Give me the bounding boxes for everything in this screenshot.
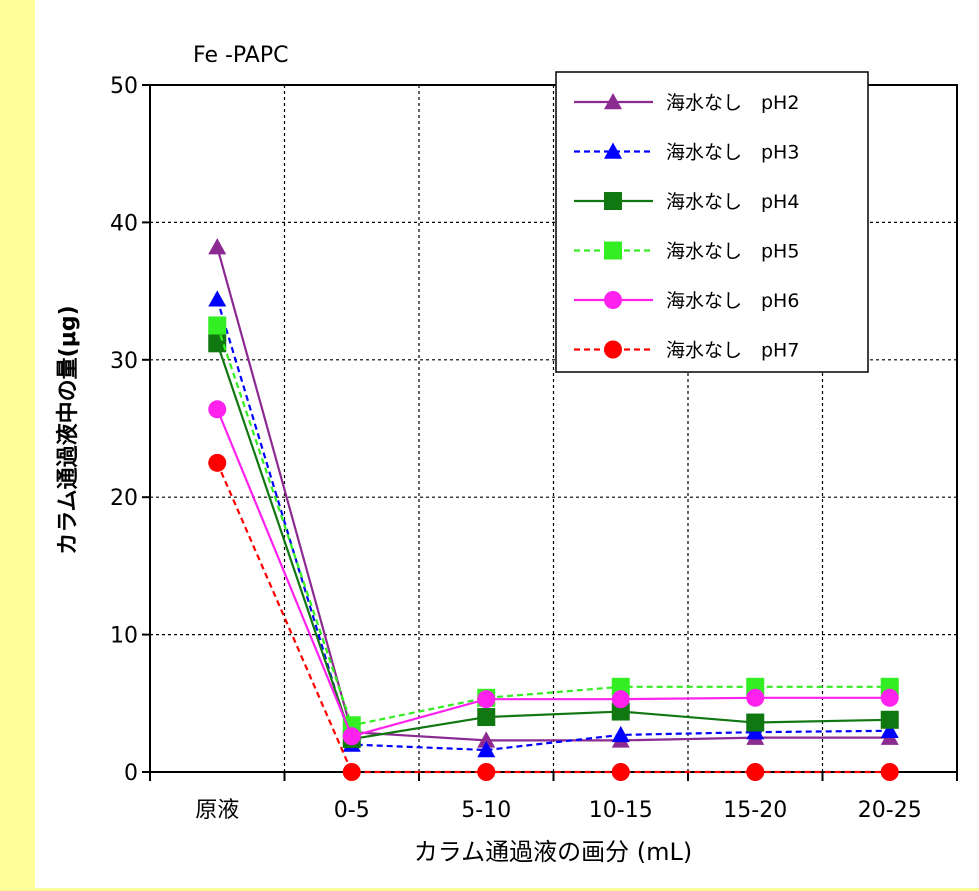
legend-item: 海水なし pH6 — [574, 290, 799, 312]
legend-label: 海水なし pH7 — [666, 340, 799, 362]
data-point — [611, 702, 630, 721]
legend-marker — [604, 142, 622, 159]
legend-label: 海水なし pH4 — [666, 191, 799, 213]
data-point — [880, 763, 899, 781]
chart-svg: 0 10 20 30 40 50 原液 0-5 5-10 10-15 15-20 20-25 海水なし… — [55, 43, 958, 866]
x-tick-label: 15-20 — [723, 798, 787, 823]
chart-title: Fe -PAPC — [193, 43, 288, 68]
data-point — [746, 763, 765, 781]
data-point — [611, 677, 630, 696]
series-line — [216, 408, 890, 738]
series-line — [216, 462, 890, 774]
x-tick-label: 5-10 — [461, 798, 511, 823]
data-point — [477, 741, 496, 758]
series-6 — [208, 453, 899, 781]
chart-axes: 0 10 20 30 40 50 原液 0-5 5-10 10-15 15-20 20-25 — [110, 74, 958, 823]
data-point — [208, 238, 227, 255]
chart-legend: 海水なし pH2 海水なし pH3 海水なし pH4 海水なし pH5 海水なし pH6… — [555, 71, 869, 373]
series-line — [216, 342, 890, 741]
y-tick-label: 30 — [110, 349, 138, 374]
data-point — [611, 763, 630, 781]
legend-label: 海水なし pH5 — [666, 241, 799, 263]
y-tick-label: 40 — [110, 211, 138, 236]
x-axis-title: カラム通過液の画分 (mL) — [414, 838, 692, 866]
legend-box — [555, 71, 869, 373]
legend-marker — [604, 291, 622, 309]
legend-marker — [604, 241, 622, 260]
legend-marker — [604, 93, 622, 110]
data-point — [880, 688, 899, 707]
series-line — [216, 325, 890, 727]
x-tick-label: 原液 — [195, 798, 239, 823]
data-point — [477, 731, 496, 748]
legend-marker — [604, 192, 622, 210]
legend-label: 海水なし pH2 — [666, 92, 799, 114]
y-tick-label: 0 — [124, 761, 138, 786]
legend-label: 海水なし pH3 — [666, 142, 799, 164]
data-point — [880, 710, 899, 729]
series-line — [216, 299, 890, 752]
series-3 — [208, 334, 899, 749]
chart-series — [208, 238, 899, 781]
chart-canvas: 0 10 20 30 40 50 原液 0-5 5-10 10-15 15-20 20-25 海水なし… — [35, 0, 979, 888]
data-point — [208, 316, 227, 335]
y-tick-label: 50 — [110, 74, 138, 99]
x-tick-label: 10-15 — [589, 798, 653, 823]
legend-item: 海水なし pH7 — [574, 340, 799, 362]
data-point — [611, 690, 630, 709]
series-line — [216, 246, 890, 742]
legend-item: 海水なし pH2 — [574, 92, 799, 114]
legend-item: 海水なし pH4 — [574, 191, 799, 213]
legend-item: 海水なし pH5 — [574, 241, 799, 263]
data-point — [477, 763, 496, 781]
legend-item: 海水なし pH3 — [574, 142, 799, 164]
data-point — [880, 721, 899, 738]
x-tick-label: 20-25 — [858, 798, 922, 823]
legend-label: 海水なし pH6 — [666, 290, 799, 312]
data-point — [611, 725, 630, 743]
data-point — [342, 763, 361, 781]
data-point — [746, 688, 765, 707]
data-point — [208, 453, 227, 472]
data-point — [746, 713, 765, 732]
data-point — [477, 708, 496, 727]
data-point — [342, 727, 361, 746]
y-axis-title: カラム通過液中の量(μg) — [55, 305, 81, 554]
data-point — [208, 400, 227, 419]
series-5 — [208, 400, 899, 746]
y-tick-label: 10 — [110, 624, 138, 649]
x-tick-label: 0-5 — [334, 798, 370, 823]
legend-marker — [604, 340, 622, 359]
data-point — [208, 290, 227, 307]
data-point — [208, 334, 227, 353]
y-tick-label: 20 — [110, 486, 138, 511]
data-point — [477, 690, 496, 709]
